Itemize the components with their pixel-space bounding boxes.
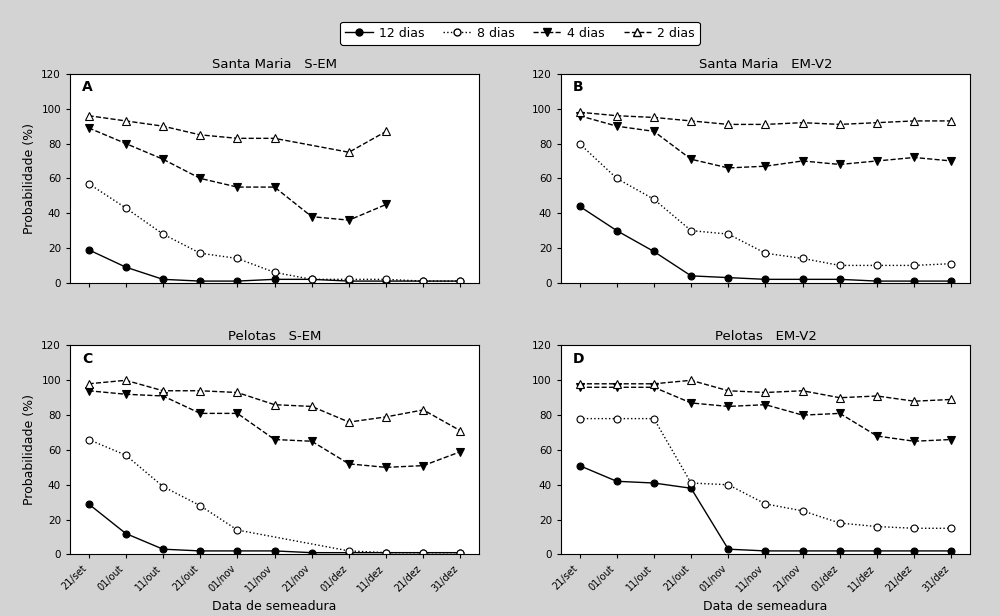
Text: D: D — [573, 352, 585, 366]
Legend: 12 dias, 8 dias, 4 dias, 2 dias: 12 dias, 8 dias, 4 dias, 2 dias — [340, 22, 700, 44]
Text: A: A — [82, 80, 93, 94]
Text: C: C — [82, 352, 93, 366]
Title: Santa Maria   S-EM: Santa Maria S-EM — [212, 59, 337, 71]
Title: Santa Maria   EM-V2: Santa Maria EM-V2 — [699, 59, 832, 71]
X-axis label: Data de semeadura: Data de semeadura — [703, 600, 828, 613]
Text: B: B — [573, 80, 584, 94]
Title: Pelotas   S-EM: Pelotas S-EM — [228, 330, 321, 343]
Y-axis label: Probabilidade (%): Probabilidade (%) — [23, 123, 36, 234]
X-axis label: Data de semeadura: Data de semeadura — [212, 600, 337, 613]
Title: Pelotas   EM-V2: Pelotas EM-V2 — [715, 330, 816, 343]
Y-axis label: Probabilidade (%): Probabilidade (%) — [23, 394, 36, 506]
